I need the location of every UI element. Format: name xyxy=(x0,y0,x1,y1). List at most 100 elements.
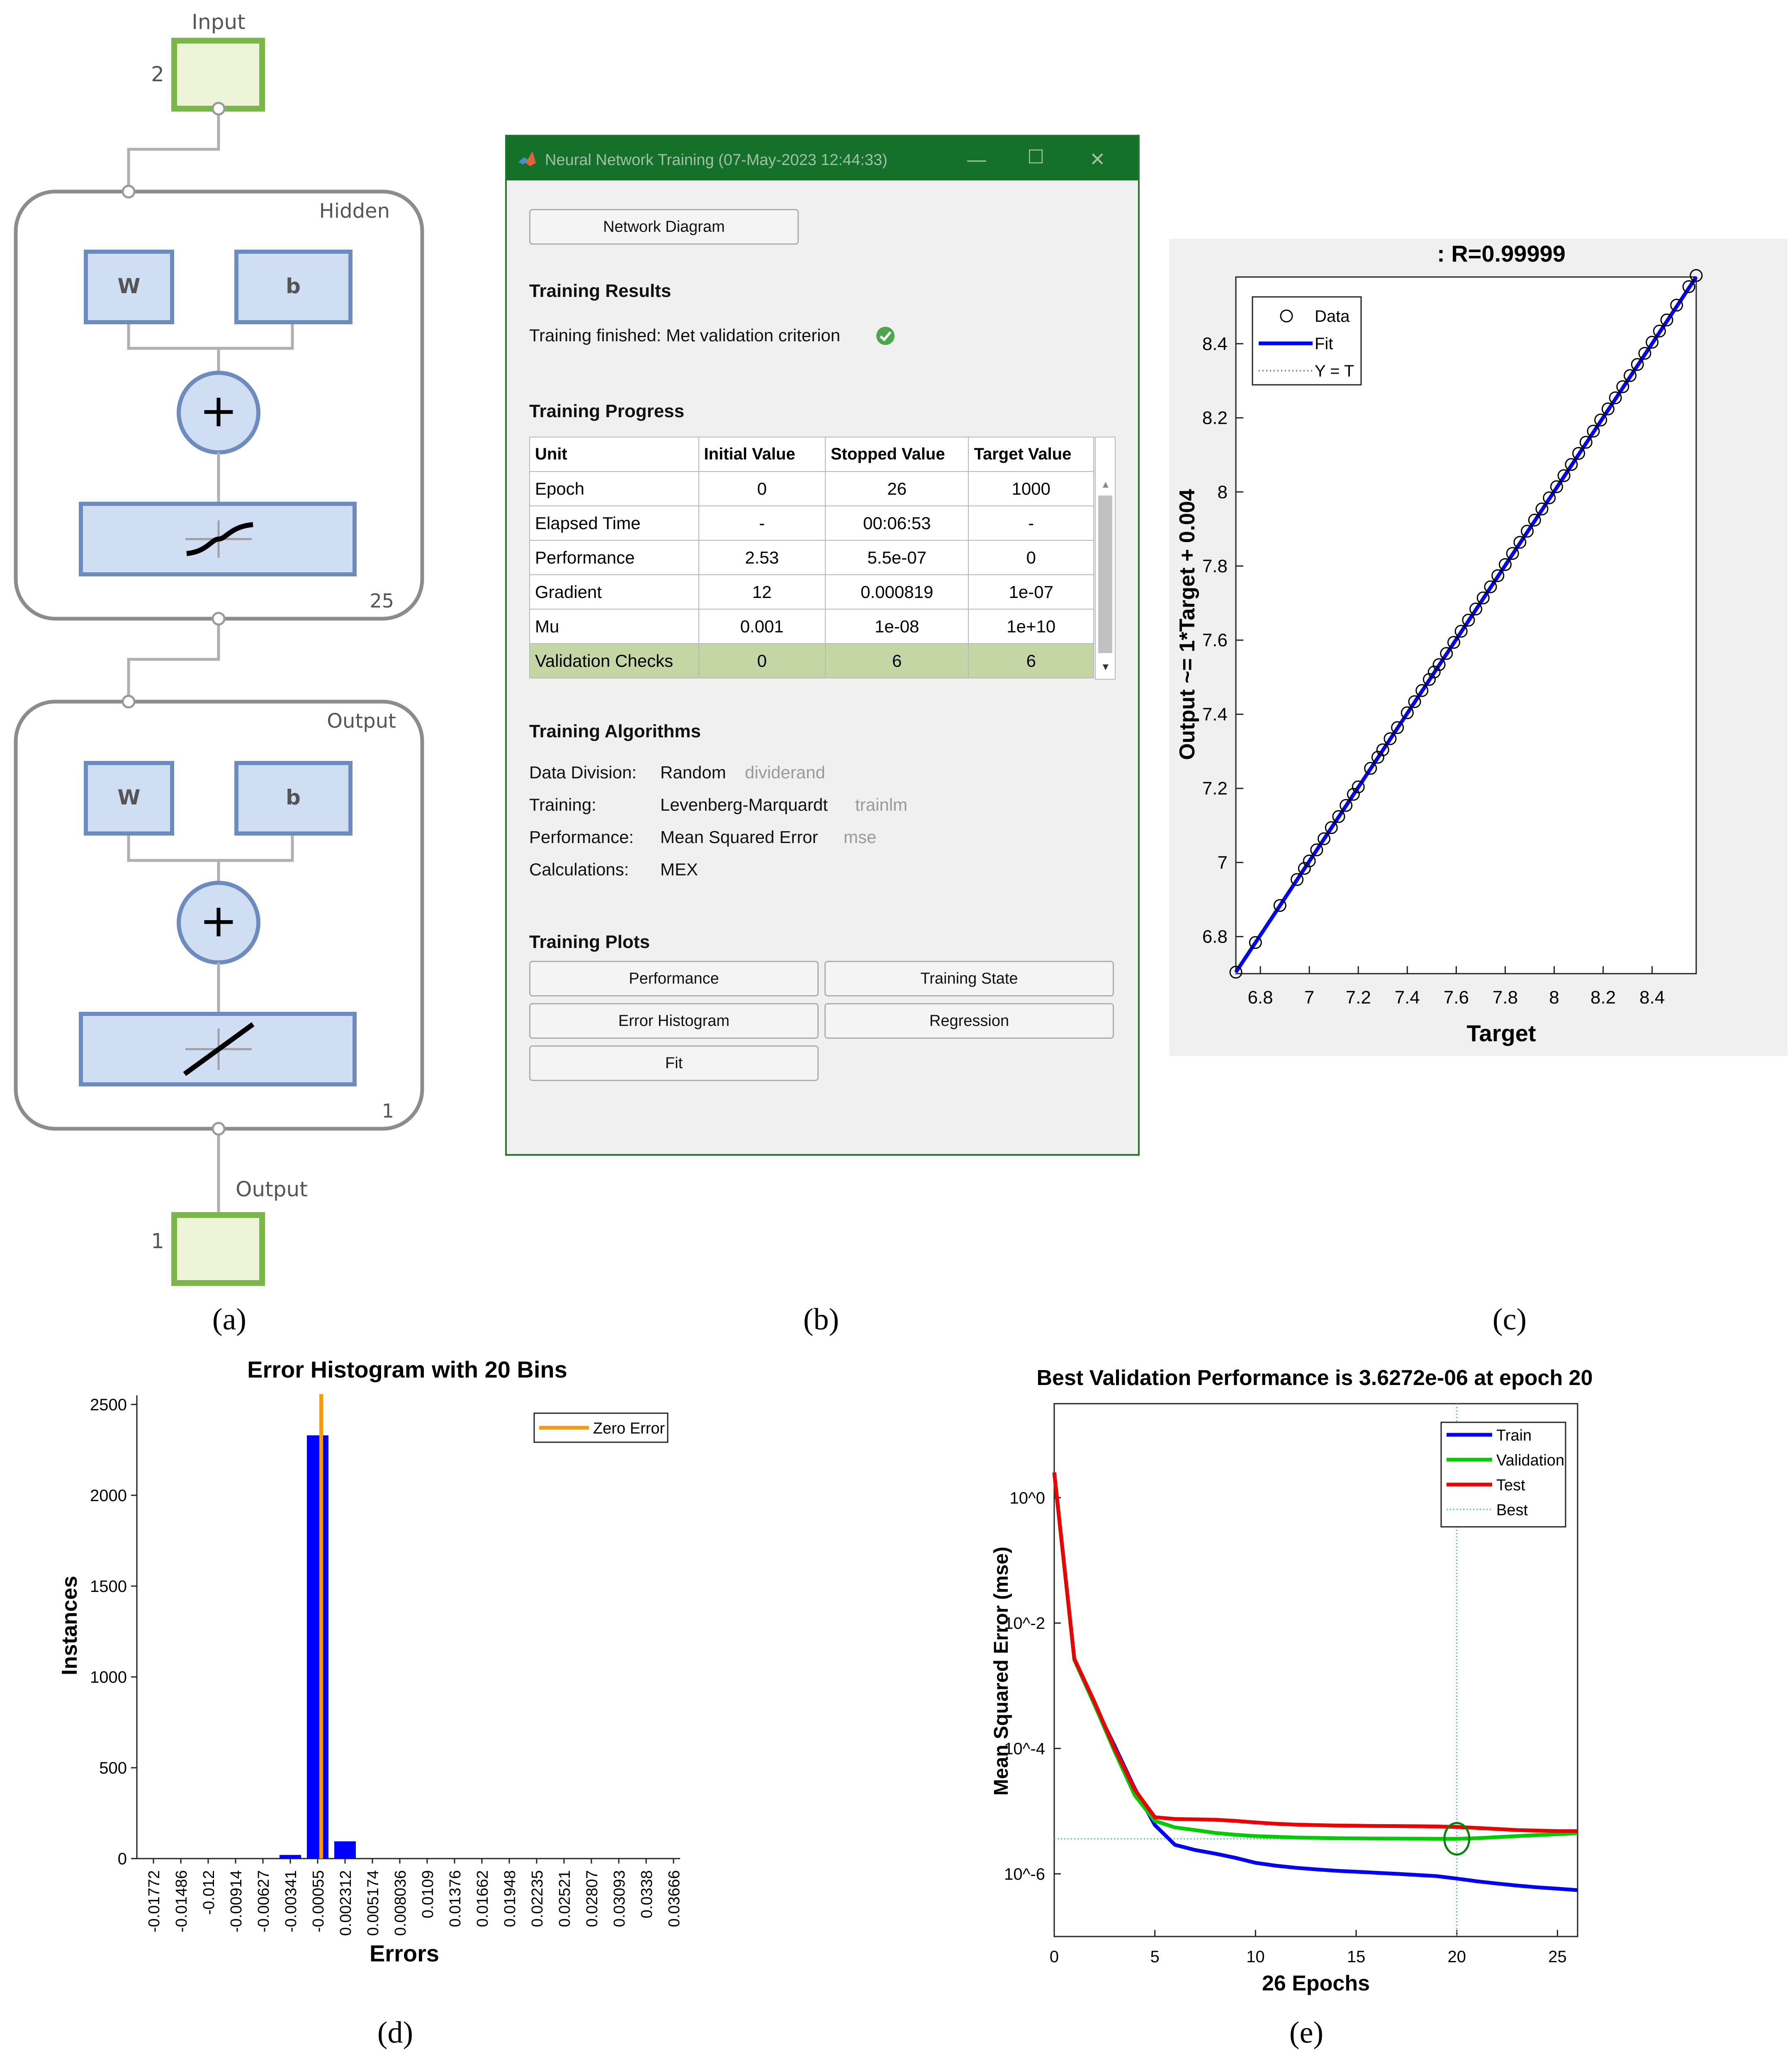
data-point xyxy=(1587,425,1600,438)
x-tick-label: 7.2 xyxy=(1346,987,1371,1008)
data-point xyxy=(1484,580,1497,593)
x-tick-label: 0.002312 xyxy=(337,1870,355,1936)
algorithm-value: MEX xyxy=(660,860,698,879)
data-point xyxy=(1476,591,1490,605)
close-icon[interactable]: ✕ xyxy=(1089,148,1106,170)
x-tick-label: 0.005174 xyxy=(365,1870,382,1936)
data-point xyxy=(1401,706,1414,719)
x-tick-label: 7 xyxy=(1304,987,1314,1008)
data-point xyxy=(1535,502,1549,515)
data-point xyxy=(1462,613,1475,627)
y-tick-label: 1000 xyxy=(90,1668,127,1686)
series-line-test xyxy=(1052,1472,1578,1833)
training-results-heading: Training Results xyxy=(529,281,671,301)
legend-item: Data xyxy=(1315,307,1350,326)
histogram-bar xyxy=(307,1435,328,1859)
performance-title: Best Validation Performance is 3.6272e-0… xyxy=(1036,1366,1593,1390)
legend-item: Test xyxy=(1496,1477,1525,1494)
data-point xyxy=(1422,673,1436,686)
output-bias-box xyxy=(234,761,353,836)
data-point xyxy=(1513,536,1527,549)
x-tick-label: 20 xyxy=(1448,1948,1466,1966)
algorithm-label: Data Division: xyxy=(529,763,637,782)
regression-xlabel: Target xyxy=(1467,1020,1536,1046)
caption-e: (e) xyxy=(1289,2016,1324,2050)
algorithm-label: Performance: xyxy=(529,827,634,847)
data-point xyxy=(1427,666,1441,679)
x-tick-label: -0.01486 xyxy=(173,1870,190,1932)
scroll-up-icon[interactable]: ▲ xyxy=(1101,479,1111,490)
input-connector xyxy=(127,109,220,195)
histogram-ylabel: Instances xyxy=(58,1576,82,1675)
table-row: Gradient 12 0.000819 1e-07 xyxy=(529,574,1094,610)
histogram-bar xyxy=(334,1841,356,1859)
data-point xyxy=(1376,743,1389,756)
minimize-icon[interactable]: — xyxy=(967,148,986,170)
caption-d: (d) xyxy=(377,2016,413,2050)
data-point xyxy=(1557,469,1571,482)
data-point xyxy=(1340,799,1353,812)
legend-item: Y = T xyxy=(1315,362,1354,380)
x-tick-label: 0.008036 xyxy=(392,1870,409,1936)
maximize-icon[interactable]: ☐ xyxy=(1027,146,1045,168)
error-histogram-plot-button[interactable]: Error Histogram xyxy=(529,1003,819,1039)
x-tick-label: 7.8 xyxy=(1493,987,1518,1008)
error-histogram-chart: Error Histogram with 20 Bins 0 500 1000 150… xyxy=(58,1356,683,1966)
network-diagram-button[interactable]: Network Diagram xyxy=(529,209,799,245)
y-tick-label: 10^-4 xyxy=(1004,1740,1045,1758)
y-tick-label: 500 xyxy=(99,1759,127,1777)
y-tick-label: 10^-6 xyxy=(1004,1865,1045,1883)
x-tick-label: 0.03093 xyxy=(611,1870,628,1927)
x-tick-label: 8 xyxy=(1549,987,1559,1008)
scrollbar-thumb[interactable] xyxy=(1098,496,1112,653)
fit-plot-button[interactable]: Fit xyxy=(529,1045,819,1081)
column-header: Target Value xyxy=(968,437,1094,472)
training-state-plot-button[interactable]: Training State xyxy=(824,961,1114,996)
regression-title: : R=0.99999 xyxy=(1437,241,1566,267)
x-tick-label: -0.01772 xyxy=(146,1870,163,1932)
performance-legend: Train Validation Test Best xyxy=(1440,1422,1566,1528)
table-scrollbar[interactable]: ▲ ▼ xyxy=(1095,437,1116,680)
y-tick-label: 10^-2 xyxy=(1004,1614,1045,1633)
regression-legend: Data Fit Y = T xyxy=(1252,296,1362,386)
algorithm-value: Random xyxy=(660,763,726,782)
data-point xyxy=(1653,324,1666,338)
hidden-bias-box xyxy=(234,250,353,324)
caption-c: (c) xyxy=(1492,1302,1527,1336)
data-point xyxy=(1565,458,1578,471)
y-tick-label: 8 xyxy=(1218,482,1228,502)
y-tick-label: 2500 xyxy=(90,1396,127,1414)
algorithm-function: mse xyxy=(844,827,877,847)
legend-item: Zero Error xyxy=(593,1420,665,1437)
training-progress-heading: Training Progress xyxy=(529,401,685,421)
data-point xyxy=(1579,436,1593,449)
histogram-title: Error Histogram with 20 Bins xyxy=(247,1356,567,1383)
data-point xyxy=(1631,358,1644,371)
training-algorithms-heading: Training Algorithms xyxy=(529,721,701,741)
data-point xyxy=(1332,810,1345,823)
data-point xyxy=(1660,313,1673,327)
output-layer-size: 1 xyxy=(382,1100,394,1122)
data-point xyxy=(1601,402,1615,416)
hidden-connector xyxy=(127,618,220,705)
scroll-down-icon[interactable]: ▼ xyxy=(1101,661,1111,673)
matlab-logo-icon xyxy=(518,151,536,166)
data-point xyxy=(1415,684,1429,697)
regression-plot-button[interactable]: Regression xyxy=(824,1003,1114,1039)
training-plots-heading: Training Plots xyxy=(529,932,650,952)
data-point xyxy=(1638,347,1651,360)
x-tick-label: 7.6 xyxy=(1444,987,1469,1008)
sum-icon: + xyxy=(199,894,238,947)
svg-text:W: W xyxy=(117,274,140,298)
data-point xyxy=(1364,762,1377,775)
histogram-legend: Zero Error xyxy=(533,1412,669,1443)
legend-item: Best xyxy=(1496,1502,1528,1519)
data-point xyxy=(1249,936,1262,949)
performance-plot-button[interactable]: Performance xyxy=(529,961,819,996)
series-line-validation xyxy=(1052,1472,1578,1841)
x-tick-label: -0.00055 xyxy=(310,1870,327,1932)
x-tick-label: 0.01662 xyxy=(474,1870,491,1927)
data-point xyxy=(1682,280,1695,293)
hidden-size: 25 xyxy=(370,590,394,612)
output-label: Output xyxy=(236,1177,308,1201)
